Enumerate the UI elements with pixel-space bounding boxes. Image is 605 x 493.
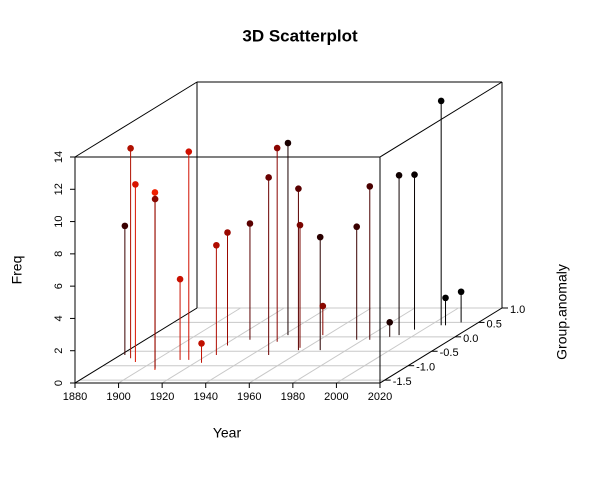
z-tick-label: 6 [53, 283, 65, 289]
grid-line [118, 307, 241, 384]
point [395, 172, 403, 179]
point [411, 171, 418, 178]
x-tick-label: 1940 [193, 391, 217, 403]
y-tick-label: -1.5 [393, 376, 412, 388]
y-tick-label: 0.5 [487, 318, 502, 330]
y-tick-label: -0.5 [440, 347, 459, 359]
grid-line [161, 307, 285, 384]
box-edge [74, 307, 198, 384]
x-tick-label: 1920 [150, 391, 174, 403]
point [353, 223, 361, 231]
box-edge [74, 81, 198, 158]
point [386, 319, 394, 326]
z-tick-label: 0 [53, 380, 65, 386]
point [198, 340, 205, 347]
point [284, 139, 292, 147]
x-tick-label: 1960 [237, 391, 261, 403]
z-tick-label: 2 [53, 348, 65, 354]
z-tick-label: 12 [53, 183, 65, 195]
point [319, 302, 327, 310]
point [151, 189, 159, 196]
x-tick-label: 1980 [281, 391, 305, 403]
point [121, 222, 129, 230]
grid-line [249, 307, 372, 384]
y-tick-label: -1.0 [416, 362, 435, 374]
point [213, 241, 220, 249]
x-tick-label: 1900 [106, 391, 130, 403]
grid-line [336, 307, 459, 384]
y-tick-label: 0.0 [463, 333, 478, 345]
x-axis-label: Year [213, 425, 242, 441]
point [295, 185, 302, 192]
z-tick-label: 10 [53, 215, 65, 227]
point [316, 233, 324, 241]
x-tick-label: 1880 [63, 391, 87, 403]
point [132, 181, 139, 188]
point [151, 195, 159, 203]
x-tick-label: 2020 [368, 391, 392, 403]
z-axis-label: Freq [9, 256, 25, 285]
z-tick-label: 14 [53, 151, 65, 163]
point [366, 183, 374, 190]
point [442, 294, 449, 302]
box-edge [379, 307, 503, 384]
point [265, 174, 272, 181]
y-tick-label: 1.0 [510, 304, 525, 316]
point [457, 288, 465, 296]
point [127, 145, 134, 152]
grid-line [205, 307, 328, 384]
point [246, 220, 254, 227]
point [296, 221, 304, 229]
point [185, 148, 193, 155]
point [176, 275, 184, 283]
z-tick-label: 8 [53, 251, 65, 257]
point [224, 229, 231, 236]
chart-title: 3D Scatterplot [242, 26, 358, 45]
x-tick-label: 2000 [324, 391, 348, 403]
point [437, 97, 445, 105]
point [273, 144, 281, 152]
grid-line [292, 307, 416, 384]
z-tick-label: 4 [53, 315, 65, 321]
y-axis-label: Group.anomaly [554, 264, 570, 360]
